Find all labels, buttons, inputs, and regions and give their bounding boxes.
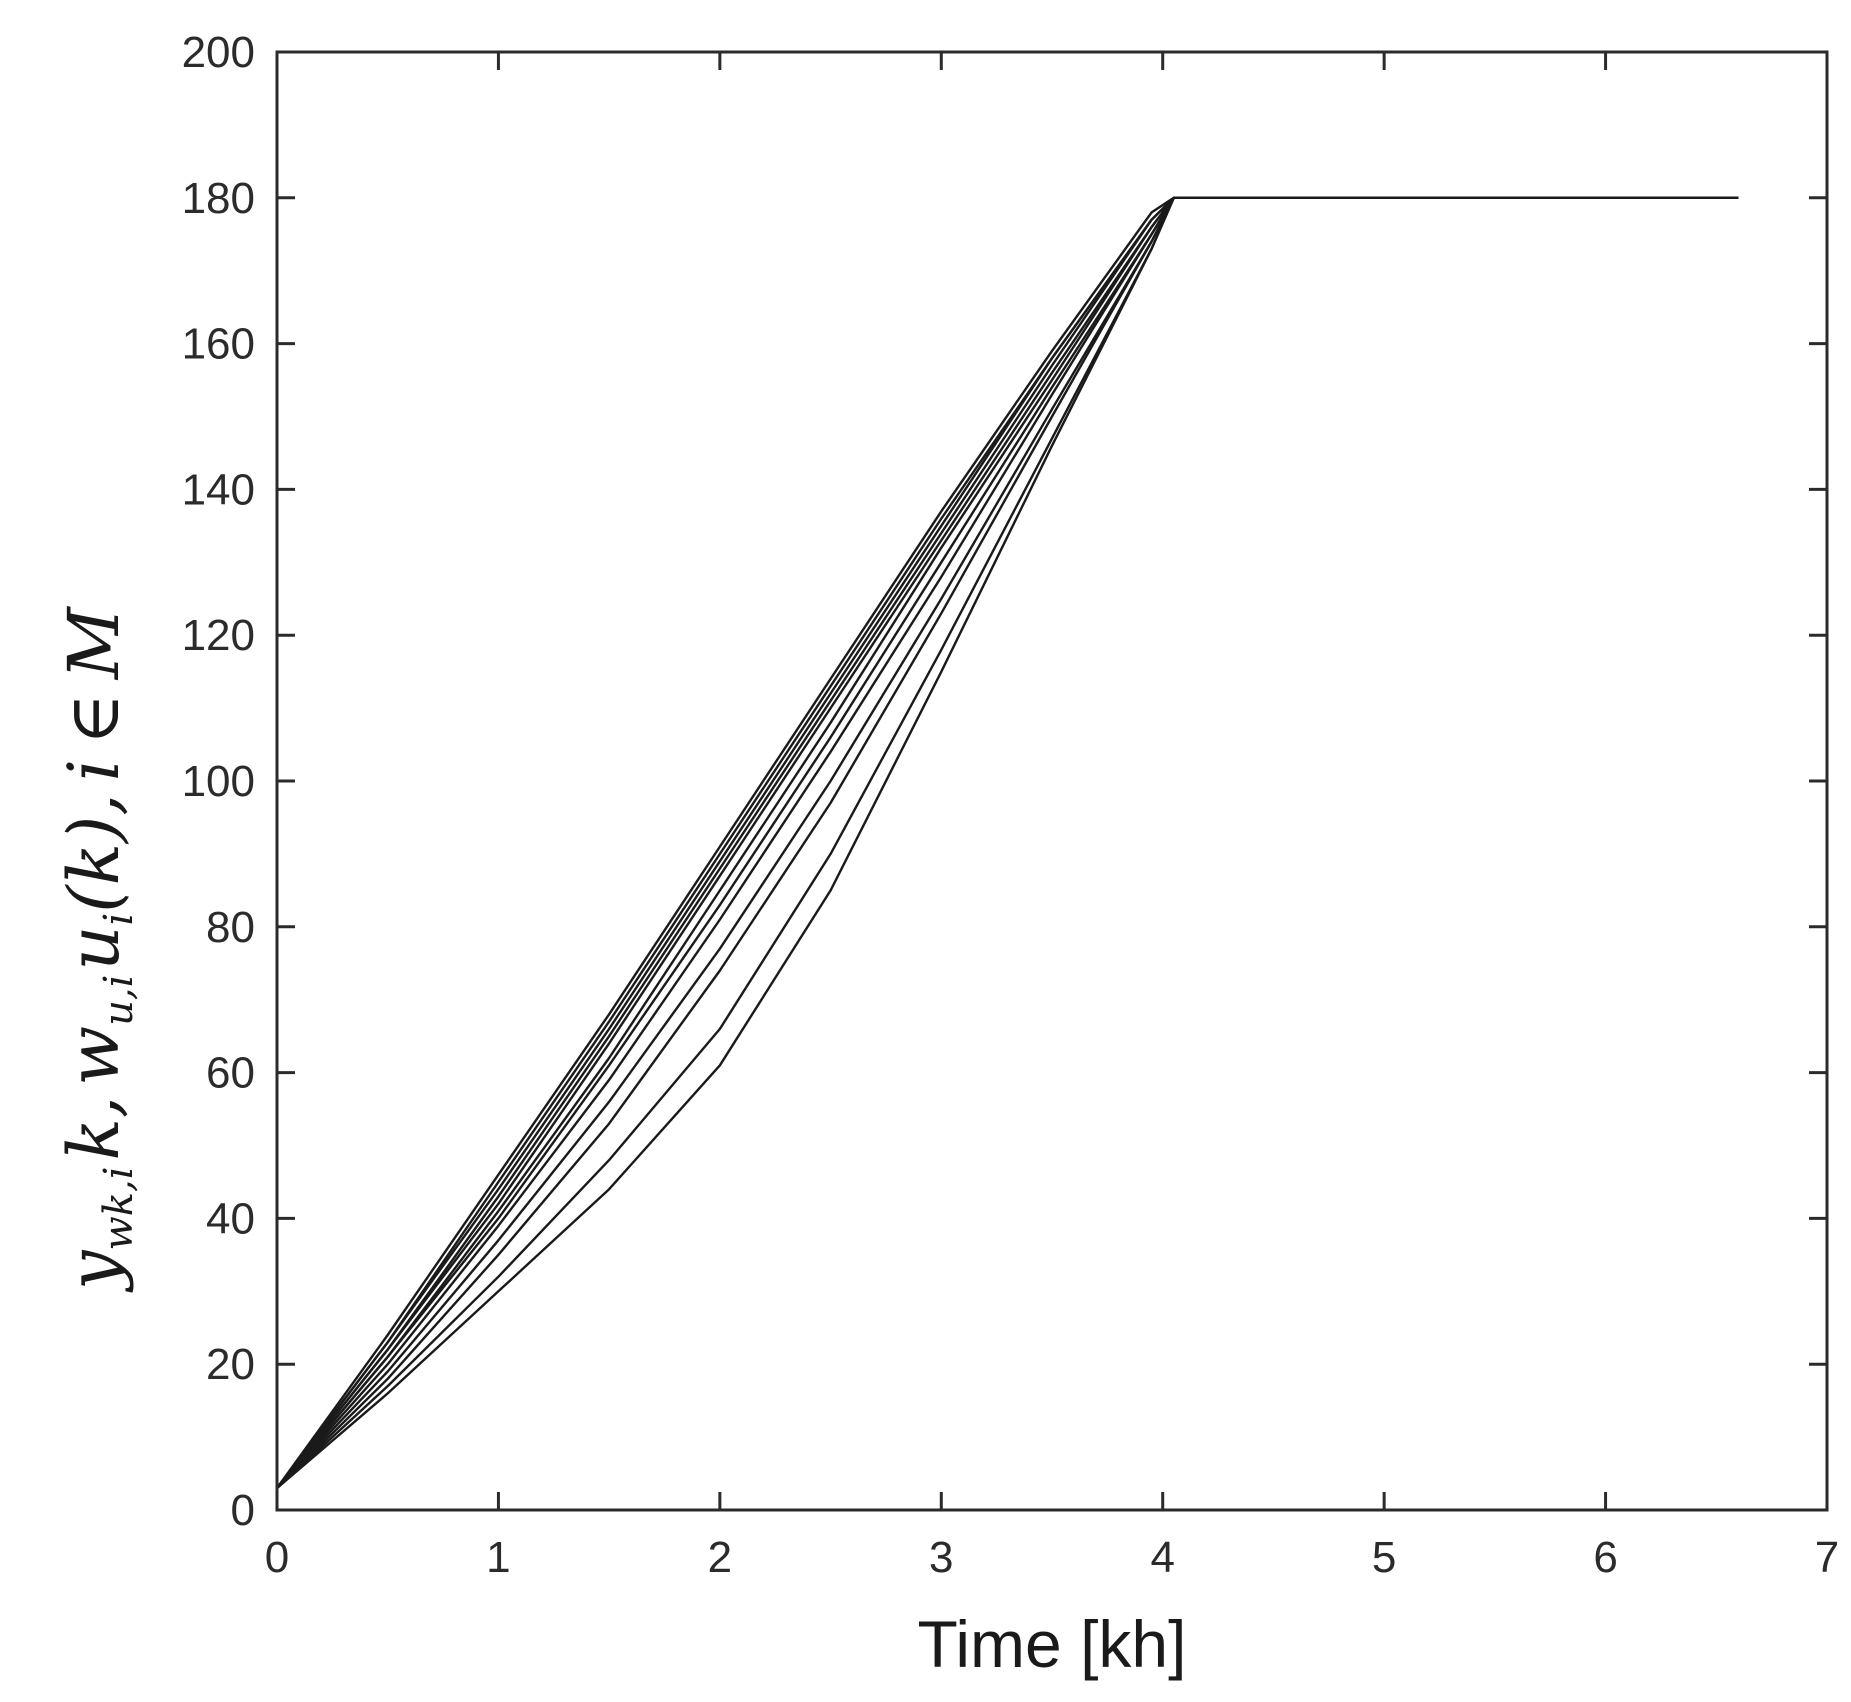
tick-layer: [275, 50, 1829, 1512]
y-axis-title-k: k: [53, 1118, 135, 1160]
x-tick-label-4: 4: [1150, 1533, 1174, 1582]
series-line-12: [276, 196, 1739, 1490]
y-tick-label-9: 180: [182, 174, 255, 223]
y-axis-title-w-sub: u,i: [96, 975, 142, 1026]
y-tick-label-7: 140: [182, 465, 255, 514]
y-tick-label-8: 160: [182, 320, 255, 369]
y-tick-label-0: 0: [231, 1486, 255, 1535]
y-axis-title-comma1: ,: [53, 1096, 135, 1118]
series-line-4: [276, 196, 1739, 1489]
y-tick-label-3: 60: [206, 1049, 255, 1098]
y-tick-label-6: 120: [182, 611, 255, 660]
y-axis-title-member: ∈: [53, 693, 135, 745]
x-tick-label-1: 1: [486, 1533, 510, 1582]
y-axis-title-i: i: [53, 759, 135, 781]
y-tick-label-4: 80: [206, 903, 255, 952]
series-line-10: [276, 196, 1739, 1489]
plot-frame: [275, 50, 1829, 1512]
y-axis-title-y-sub: wk,i: [96, 1166, 142, 1250]
y-axis-title-set: M: [53, 605, 135, 681]
y-axis-title-u: u: [53, 925, 135, 970]
y-axis-title-comma2: ,: [53, 793, 135, 815]
x-tick-label-0: 0: [265, 1533, 289, 1582]
x-tick-label-5: 5: [1372, 1533, 1396, 1582]
y-axis-title-y: y: [53, 1249, 135, 1293]
y-tick-label-5: 100: [182, 757, 255, 806]
label-layer: 0 1 2 3 4 5 6 7 0 20 40 60 80 100 120 140 160 180 200: [182, 28, 1840, 1582]
x-tick-label-2: 2: [708, 1533, 732, 1582]
y-axis-title: ywk,ik,wu,iui(k),i∈M: [53, 605, 142, 1293]
x-axis-title: Time [kh]: [918, 1607, 1187, 1681]
x-tick-label-3: 3: [929, 1533, 953, 1582]
y-axis-title-kparen: (k): [53, 816, 135, 913]
y-tick-label-2: 40: [206, 1194, 255, 1243]
y-axis-title-text: ywk,ik,wu,iui(k),i∈M: [53, 605, 142, 1293]
x-tick-label-6: 6: [1593, 1533, 1617, 1582]
y-axis-title-w: w: [53, 1026, 135, 1086]
x-tick-label-7: 7: [1815, 1533, 1839, 1582]
series-line-6: [276, 196, 1739, 1489]
series-layer: [276, 196, 1739, 1490]
y-tick-label-10: 200: [182, 28, 255, 77]
y-axis-title-u-sub: i: [96, 913, 142, 926]
y-tick-label-1: 20: [206, 1340, 255, 1389]
series-line-1: [276, 196, 1739, 1489]
series-line-8: [276, 196, 1739, 1489]
